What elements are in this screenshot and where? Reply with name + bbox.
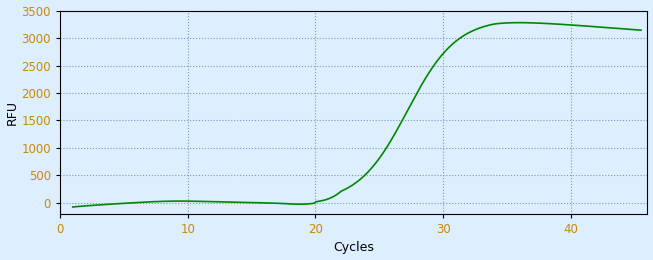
X-axis label: Cycles: Cycles xyxy=(333,242,374,255)
Y-axis label: RFU: RFU xyxy=(6,100,18,125)
